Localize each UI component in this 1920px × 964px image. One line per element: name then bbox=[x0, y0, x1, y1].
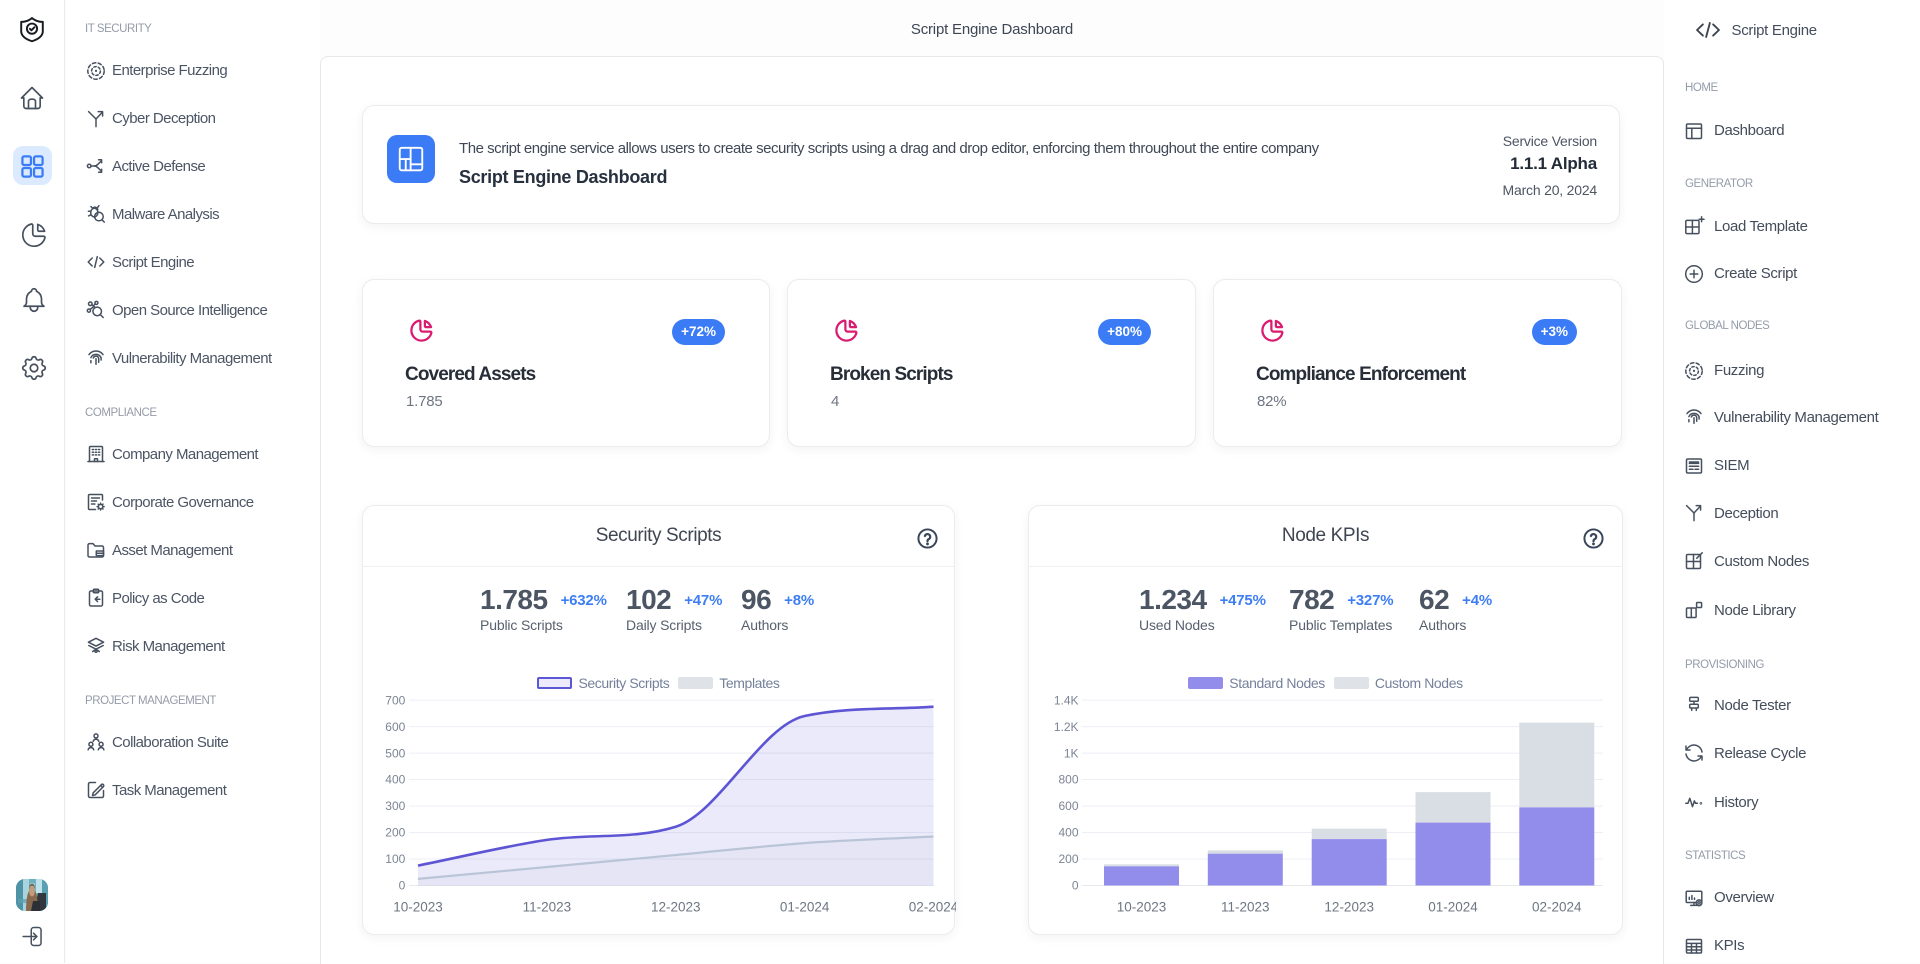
svg-text:600: 600 bbox=[1058, 799, 1078, 813]
svg-text:10-2023: 10-2023 bbox=[393, 900, 443, 915]
svg-text:0: 0 bbox=[1072, 879, 1079, 893]
svg-text:800: 800 bbox=[1058, 773, 1078, 787]
svg-text:700: 700 bbox=[385, 693, 405, 707]
svg-text:02-2024: 02-2024 bbox=[1532, 900, 1582, 915]
svg-text:01-2024: 01-2024 bbox=[780, 900, 830, 915]
svg-text:1.4K: 1.4K bbox=[1054, 693, 1079, 707]
svg-text:1K: 1K bbox=[1064, 746, 1079, 760]
svg-text:12-2023: 12-2023 bbox=[1324, 900, 1374, 915]
svg-text:600: 600 bbox=[385, 720, 405, 734]
svg-text:10-2023: 10-2023 bbox=[1117, 900, 1167, 915]
svg-text:01-2024: 01-2024 bbox=[1428, 900, 1478, 915]
svg-text:400: 400 bbox=[1058, 826, 1078, 840]
svg-text:1.2K: 1.2K bbox=[1054, 720, 1079, 734]
svg-text:11-2023: 11-2023 bbox=[1221, 900, 1270, 915]
svg-text:400: 400 bbox=[385, 773, 405, 787]
svg-text:200: 200 bbox=[1058, 852, 1078, 866]
svg-text:11-2023: 11-2023 bbox=[523, 900, 572, 915]
svg-text:200: 200 bbox=[385, 826, 405, 840]
svg-text:0: 0 bbox=[399, 879, 406, 893]
svg-text:12-2023: 12-2023 bbox=[651, 900, 701, 915]
svg-text:02-2024: 02-2024 bbox=[909, 900, 956, 915]
svg-text:500: 500 bbox=[385, 746, 405, 760]
svg-text:100: 100 bbox=[385, 852, 405, 866]
svg-text:300: 300 bbox=[385, 799, 405, 813]
